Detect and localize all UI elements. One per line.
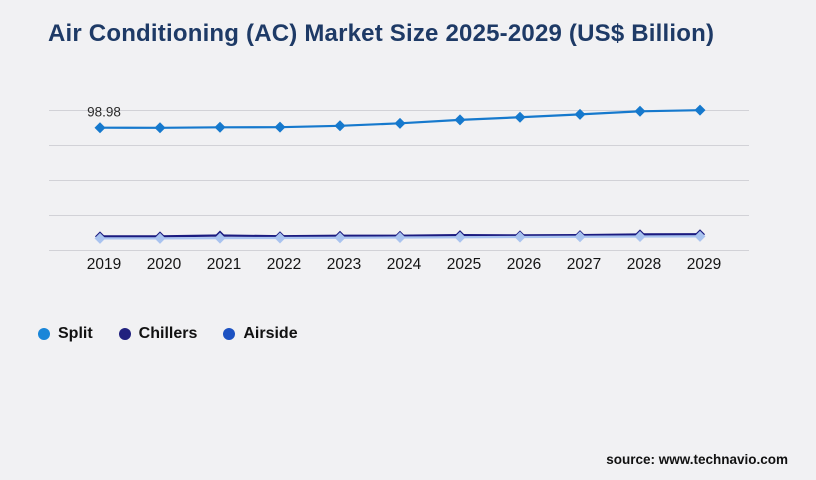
x-axis-label: 2022 [267,256,301,273]
data-point-split-2019[interactable] [94,122,106,134]
x-axis-label: 2026 [507,256,541,273]
legend-dot-chillers [118,328,131,340]
data-point-airside-2019[interactable] [94,232,106,244]
data-point-airside-2020[interactable] [154,232,166,244]
data-point-airside-2026[interactable] [514,231,526,243]
data-point-airside-2024[interactable] [394,231,406,243]
legend-label: Chillers [138,325,198,342]
data-point-split-2028[interactable] [634,105,646,117]
data-point-split-2020[interactable] [154,122,166,134]
data-point-split-2025[interactable] [454,114,466,126]
legend-label: Airside [243,325,298,342]
data-point-airside-2029[interactable] [694,230,706,242]
chart-title: Air Conditioning (AC) Market Size 2025-2… [48,20,715,47]
series-airside [94,230,706,244]
data-point-split-2022[interactable] [274,121,286,133]
x-axis-label: 2029 [687,256,721,273]
data-point-airside-2021[interactable] [214,232,226,244]
x-axis-label: 2021 [207,256,241,273]
x-axis-label: 2028 [627,256,661,273]
data-point-airside-2022[interactable] [274,232,286,244]
x-axis-label: 2020 [147,256,182,273]
data-point-airside-2023[interactable] [334,232,346,244]
data-point-airside-2025[interactable] [454,231,466,243]
x-axis-label: 2023 [327,256,361,273]
legend-item-airside[interactable]: Airside [223,325,298,343]
x-axis-label: 2025 [447,256,481,273]
series-split [94,104,706,134]
source-note: source: www.technavio.com [606,452,788,467]
chart-legend: Split Chillers Airside [38,325,298,343]
data-point-split-2024[interactable] [394,117,406,129]
x-axis-label: 2027 [567,256,601,273]
data-point-split-2026[interactable] [514,111,526,123]
legend-dot-airside [223,328,236,340]
data-point-split-2023[interactable] [334,120,346,132]
data-label: 98.98 [87,105,121,120]
data-point-split-2029[interactable] [694,104,706,116]
data-point-airside-2027[interactable] [574,231,586,243]
legend-dot-split [38,328,50,340]
legend-label: Split [58,325,93,342]
legend-item-split[interactable]: Split [38,325,93,343]
data-point-split-2021[interactable] [214,121,226,133]
chart-canvas[interactable]: 98.98 2019 2020 2021 2022 2023 2024 2025 2026 202… [0,0,816,300]
legend-item-chillers[interactable]: Chillers [118,325,198,343]
data-point-split-2027[interactable] [574,108,586,120]
x-axis-label: 2019 [87,256,121,273]
x-axis-label: 2024 [387,256,422,273]
data-point-airside-2028[interactable] [634,230,646,242]
